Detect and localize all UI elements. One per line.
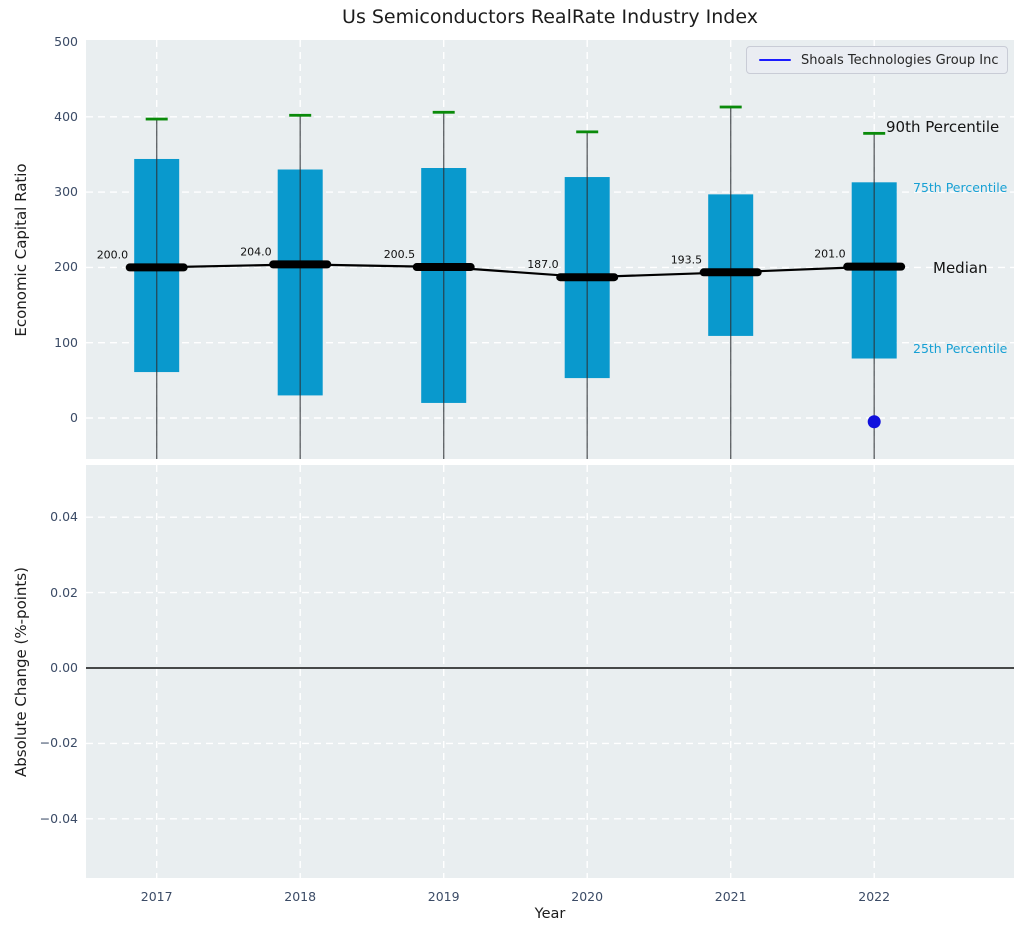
bottom-y-axis-label: Absolute Change (%-points)	[12, 567, 30, 777]
annotation-90th-percentile: 90th Percentile	[886, 118, 1000, 136]
top-y-axis-label: Economic Capital Ratio	[12, 163, 30, 337]
legend-line-swatch	[759, 58, 791, 62]
x-axis-label: Year	[534, 906, 566, 922]
x-tick-label: 2018	[284, 889, 317, 904]
top-y-tick-label: 300	[54, 184, 78, 200]
bottom-plot-panel	[86, 465, 1014, 878]
x-tick-label: 2022	[858, 889, 891, 904]
annotation-median: Median	[933, 259, 988, 277]
top-plot-panel	[86, 40, 1014, 459]
top-y-tick-label: 500	[54, 33, 78, 49]
chart-title: Us Semiconductors RealRate Industry Inde…	[342, 6, 758, 28]
bottom-y-tick-label: −0.04	[39, 810, 78, 826]
x-tick-label: 2021	[714, 889, 747, 904]
x-tick-label: 2017	[140, 889, 173, 904]
top-y-tick-label: 200	[54, 259, 78, 275]
annotation-25th-percentile: 25th Percentile	[913, 341, 1008, 356]
top-y-tick-label: 0	[70, 410, 78, 425]
bottom-y-tick-label: −0.02	[39, 735, 78, 751]
bottom-y-tick-label: 0.04	[50, 509, 78, 525]
top-y-tick-label: 400	[54, 108, 78, 124]
bottom-y-tick-label: 0.02	[50, 584, 78, 600]
top-y-tick-label: 100	[54, 334, 78, 350]
x-tick-label: 2020	[571, 889, 604, 904]
bottom-y-tick-label: 0.00	[50, 660, 78, 675]
legend-label: Shoals Technologies Group Inc	[801, 52, 999, 68]
legend: Shoals Technologies Group Inc	[746, 46, 1008, 74]
annotation-75th-percentile: 75th Percentile	[913, 180, 1008, 195]
x-tick-label: 2019	[427, 889, 460, 904]
